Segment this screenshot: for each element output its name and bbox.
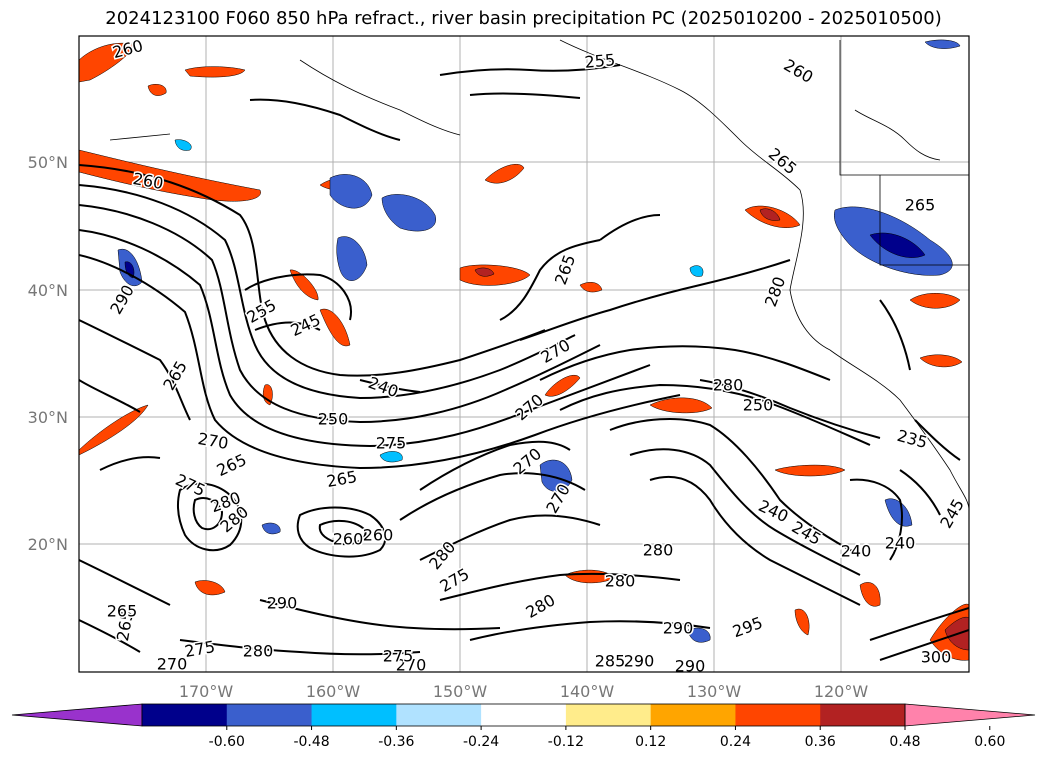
contour-label: 290 [267,594,298,613]
contour-label: 270 [196,429,229,453]
contour-label: 255 [584,50,616,72]
colorbar-tick-label: 0.24 [720,734,751,750]
lon-label-140w: 140°W [560,682,615,701]
lon-label-130w: 130°W [687,682,742,701]
colorbar-tick-label: 0.12 [635,734,666,750]
contour-label: 300 [921,648,952,667]
contour-label: 285 [595,652,626,671]
lat-label-50n: 50°N [28,153,68,172]
precip-blob-negative [381,194,436,232]
precip-blob-positive [774,464,846,477]
precip-blob-positive [319,308,351,347]
precip-blob-positive [184,66,246,78]
precip-blob-strong [759,208,781,221]
colorbar-tick-label: 0.60 [974,734,1005,750]
precip-blob-light-negative [379,451,403,463]
colorbar-tick-label: -0.60 [209,734,245,750]
lon-label-160w: 160°W [306,682,361,701]
contour-label: 260 [363,526,394,545]
precip-blob-positive [194,580,226,596]
precip-blob-strong-negative [869,232,926,258]
precip-blob-positive [484,164,525,184]
map-frame [78,35,970,673]
colorbar-segment [565,704,652,726]
colorbar-tick-label: -0.48 [293,734,329,750]
contour-label: 235 [895,426,929,452]
map-background [79,36,969,672]
contour-label: 250 [318,410,349,429]
contour-label: 290 [663,619,694,638]
contour-label: 280 [713,376,744,395]
colorbar-segment [226,704,313,726]
colorbar-extend-high [904,703,1036,727]
contour-label: 250 [743,396,774,415]
coastlines [109,39,969,511]
contour-label: 240 [885,534,916,553]
precip-blob-light-negative [174,139,192,151]
precip-blob-positive [262,384,273,406]
colorbar-segment [481,704,567,726]
contour-label: 270 [157,655,188,674]
precip-blob-positive [544,374,581,397]
contour-label: 275 [383,647,414,666]
precip-blob-strong [474,267,495,277]
contour-label: 240 [841,542,872,561]
lon-label-150w: 150°W [433,682,488,701]
precip-blob-light-negative [689,265,704,277]
colorbar: -0.60 -0.48 -0.36 -0.24 -0.12 0.12 0.24 0.36 0.4… [11,703,1036,750]
precip-blob-positive [79,42,136,83]
colorbar-tick-label: -0.36 [378,734,414,750]
colorbar-segment [396,704,482,726]
contour-label: 275 [376,434,407,453]
colorbar-extend-low [11,703,143,727]
contour-label: 290 [675,657,706,676]
contour-label: 280 [243,642,274,661]
gridlines [79,36,969,672]
precip-blob-negative [687,627,711,643]
precip-blob-positive [794,608,810,636]
colorbar-tick-label: 0.48 [889,734,920,750]
precip-blob-positive [79,404,149,456]
map-title: 2024123100 F060 850 hPa refract., river … [105,8,942,29]
colorbar-frame [141,703,906,727]
colorbar-tick-label: -0.24 [463,734,499,750]
contour-label: 265 [905,196,936,215]
precip-blob-positive [919,354,963,368]
contour-label: 280 [605,572,636,591]
precip-blob-negative [261,522,281,535]
precip-blob-negative [329,174,373,209]
precip-blob-positive [79,149,261,202]
colorbar-tick-label: -0.12 [548,734,584,750]
precip-blob-negative [539,459,573,492]
contour-label: 290 [624,652,655,671]
precip-blob-strong-negative [124,261,135,279]
contour-label: 280 [643,541,674,560]
precip-blob-negative [884,498,913,527]
colorbar-segment [650,704,736,726]
precip-blob-positive [649,397,713,414]
contour-label: 265 [107,602,138,621]
colorbar-segment [735,704,821,726]
precip-blob-positive [909,293,961,309]
precip-blob-negative [336,236,368,281]
contour-label: 270 [396,656,427,675]
refractivity-contours [79,64,969,661]
colorbar-segment [311,704,397,726]
lat-label-40n: 40°N [28,281,68,300]
lon-label-120w: 120°W [814,682,869,701]
precip-blob-positive [147,84,167,96]
precip-blob-positive [579,282,603,293]
lat-label-20n: 20°N [28,535,68,554]
lon-label-170w: 170°W [179,682,234,701]
colorbar-segment [142,704,228,726]
colorbar-segment [820,704,906,726]
contour-label: 260 [333,530,364,549]
colorbar-tick-label: 0.36 [805,734,836,750]
precip-blob-positive [859,582,881,607]
lat-label-30n: 30°N [28,408,68,427]
precip-blob-negative [924,39,961,49]
